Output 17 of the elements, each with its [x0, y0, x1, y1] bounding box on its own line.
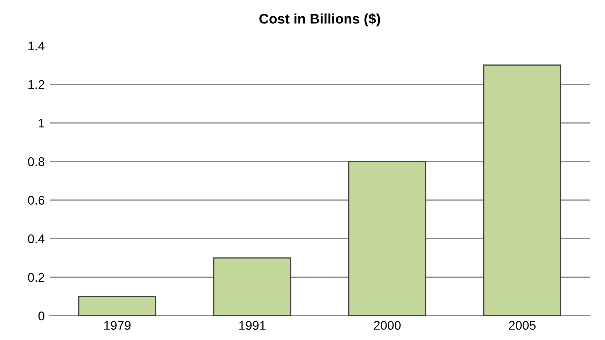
y-tick-label: 1: [39, 119, 45, 128]
x-tick-label: 2000: [374, 321, 401, 330]
bar: [213, 258, 292, 316]
bar: [348, 161, 427, 316]
bar: [78, 296, 157, 316]
chart-title: Cost in Billions ($): [260, 13, 380, 27]
y-tick-label: 0: [38, 312, 45, 321]
y-tick-label: 0.2: [28, 273, 45, 282]
y-tick-label: 0.6: [28, 196, 45, 205]
x-tick-label: 1979: [104, 321, 131, 330]
x-tick-label: 1991: [240, 321, 266, 330]
y-tick-label: 1.2: [28, 80, 45, 90]
bar: [483, 64, 562, 316]
x-tick-label: 2005: [509, 321, 536, 330]
y-tick-label: 0.8: [28, 158, 45, 166]
y-tick-label: 1.4: [28, 42, 45, 51]
y-tick-label: 0.4: [28, 234, 45, 244]
